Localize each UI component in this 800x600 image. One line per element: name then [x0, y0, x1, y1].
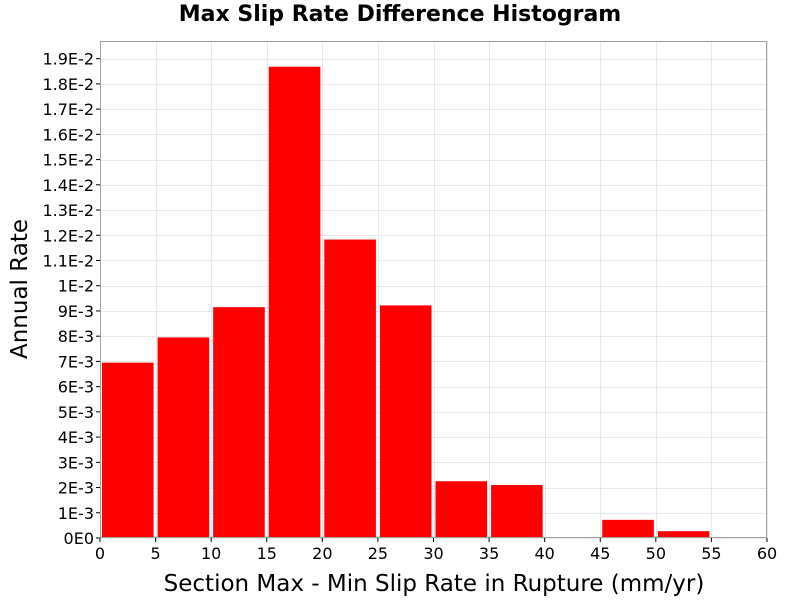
- y-tick-label: 1.5E-2: [42, 151, 94, 170]
- x-tick-label: 10: [201, 544, 221, 563]
- y-tick-label: 9E-3: [58, 302, 94, 321]
- histogram-bar: [213, 307, 265, 538]
- x-tick-label: 35: [479, 544, 499, 563]
- histogram-bar: [602, 519, 654, 538]
- x-tick-label: 55: [701, 544, 721, 563]
- chart-title: Max Slip Rate Difference Histogram: [178, 2, 622, 27]
- histogram-bar: [435, 481, 488, 538]
- y-axis-label: Annual Rate: [7, 219, 33, 359]
- histogram-bar: [324, 239, 376, 538]
- y-tick-label: 1.6E-2: [42, 125, 94, 144]
- histogram-bar: [102, 362, 154, 538]
- histogram-bar: [268, 66, 321, 538]
- y-tick-label: 7E-3: [58, 352, 94, 371]
- y-tick-label: 1.4E-2: [42, 176, 94, 195]
- x-axis-ticks: 0 5 10 15 20 25 30 35 40 45 50 55 60: [95, 538, 777, 563]
- y-tick-label: 1E-2: [58, 277, 94, 296]
- x-tick-label: 25: [368, 544, 388, 563]
- x-tick-label: 5: [150, 544, 160, 563]
- y-tick-label: 1E-3: [58, 504, 94, 523]
- x-tick-label: 15: [257, 544, 277, 563]
- x-tick-label: 30: [423, 544, 443, 563]
- y-tick-label: 4E-3: [58, 428, 94, 447]
- y-tick-label: 1.9E-2: [42, 50, 94, 69]
- x-tick-label: 20: [312, 544, 332, 563]
- x-tick-label: 45: [590, 544, 610, 563]
- histogram-bar: [491, 485, 543, 538]
- y-tick-label: 2E-3: [58, 479, 94, 498]
- y-tick-label: 1.2E-2: [42, 226, 94, 245]
- y-tick-label: 0E0: [64, 529, 94, 548]
- x-tick-label: 40: [534, 544, 554, 563]
- x-tick-label: 60: [757, 544, 777, 563]
- y-tick-label: 6E-3: [58, 378, 94, 397]
- grid-lines: [100, 41, 768, 539]
- y-tick-label: 8E-3: [58, 327, 94, 346]
- y-axis-ticks: 0E0 1E-3 2E-3 3E-3 4E-3 5E-3 6E-3 7E-3 8E-3 9E-3 1…: [42, 50, 100, 548]
- y-tick-label: 1.8E-2: [42, 75, 94, 94]
- y-tick-label: 1.1E-2: [42, 251, 94, 270]
- y-tick-label: 3E-3: [58, 453, 94, 472]
- x-axis-label: Section Max - Min Slip Rate in Rupture (…: [164, 571, 705, 597]
- histogram-bar: [157, 337, 210, 538]
- histogram-bar: [657, 531, 710, 538]
- y-tick-label: 1.7E-2: [42, 100, 94, 119]
- y-tick-label: 5E-3: [58, 403, 94, 422]
- x-tick-label: 0: [95, 544, 105, 563]
- histogram-bar: [379, 305, 432, 538]
- x-tick-label: 50: [646, 544, 666, 563]
- bars: [102, 66, 765, 538]
- y-tick-label: 1.3E-2: [42, 201, 94, 220]
- plot-frame: [100, 41, 767, 538]
